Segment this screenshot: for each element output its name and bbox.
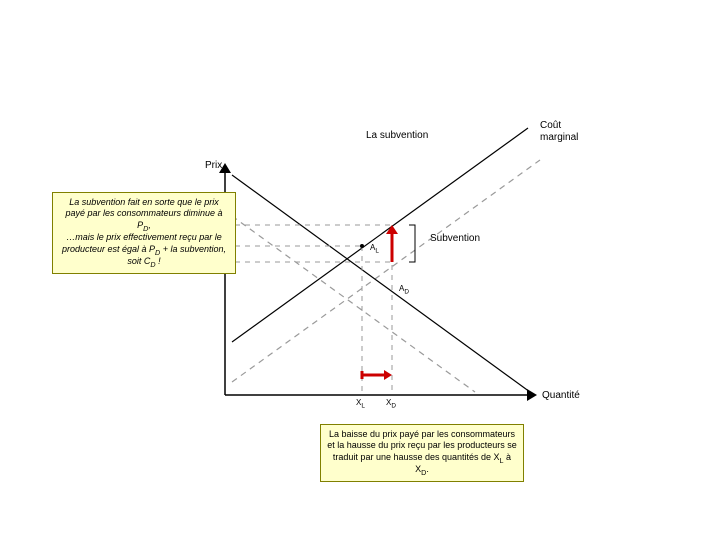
title-label: La subvention xyxy=(366,130,428,142)
callout-bottom: La baisse du prix payé par les consommat… xyxy=(320,424,524,482)
label-XD: XD xyxy=(386,398,396,410)
prix-label: Prix xyxy=(205,160,222,172)
quantite-label: Quantité xyxy=(542,390,580,402)
callout-left: La subvention fait en sorte que le prix … xyxy=(52,192,236,274)
label-XL: XL xyxy=(356,398,365,410)
label-AL: AL xyxy=(370,243,379,255)
cost-marginal-label: Coûtmarginal xyxy=(540,120,578,144)
subvention-line-label: Subvention xyxy=(430,233,480,245)
label-AD: AD xyxy=(399,284,409,296)
